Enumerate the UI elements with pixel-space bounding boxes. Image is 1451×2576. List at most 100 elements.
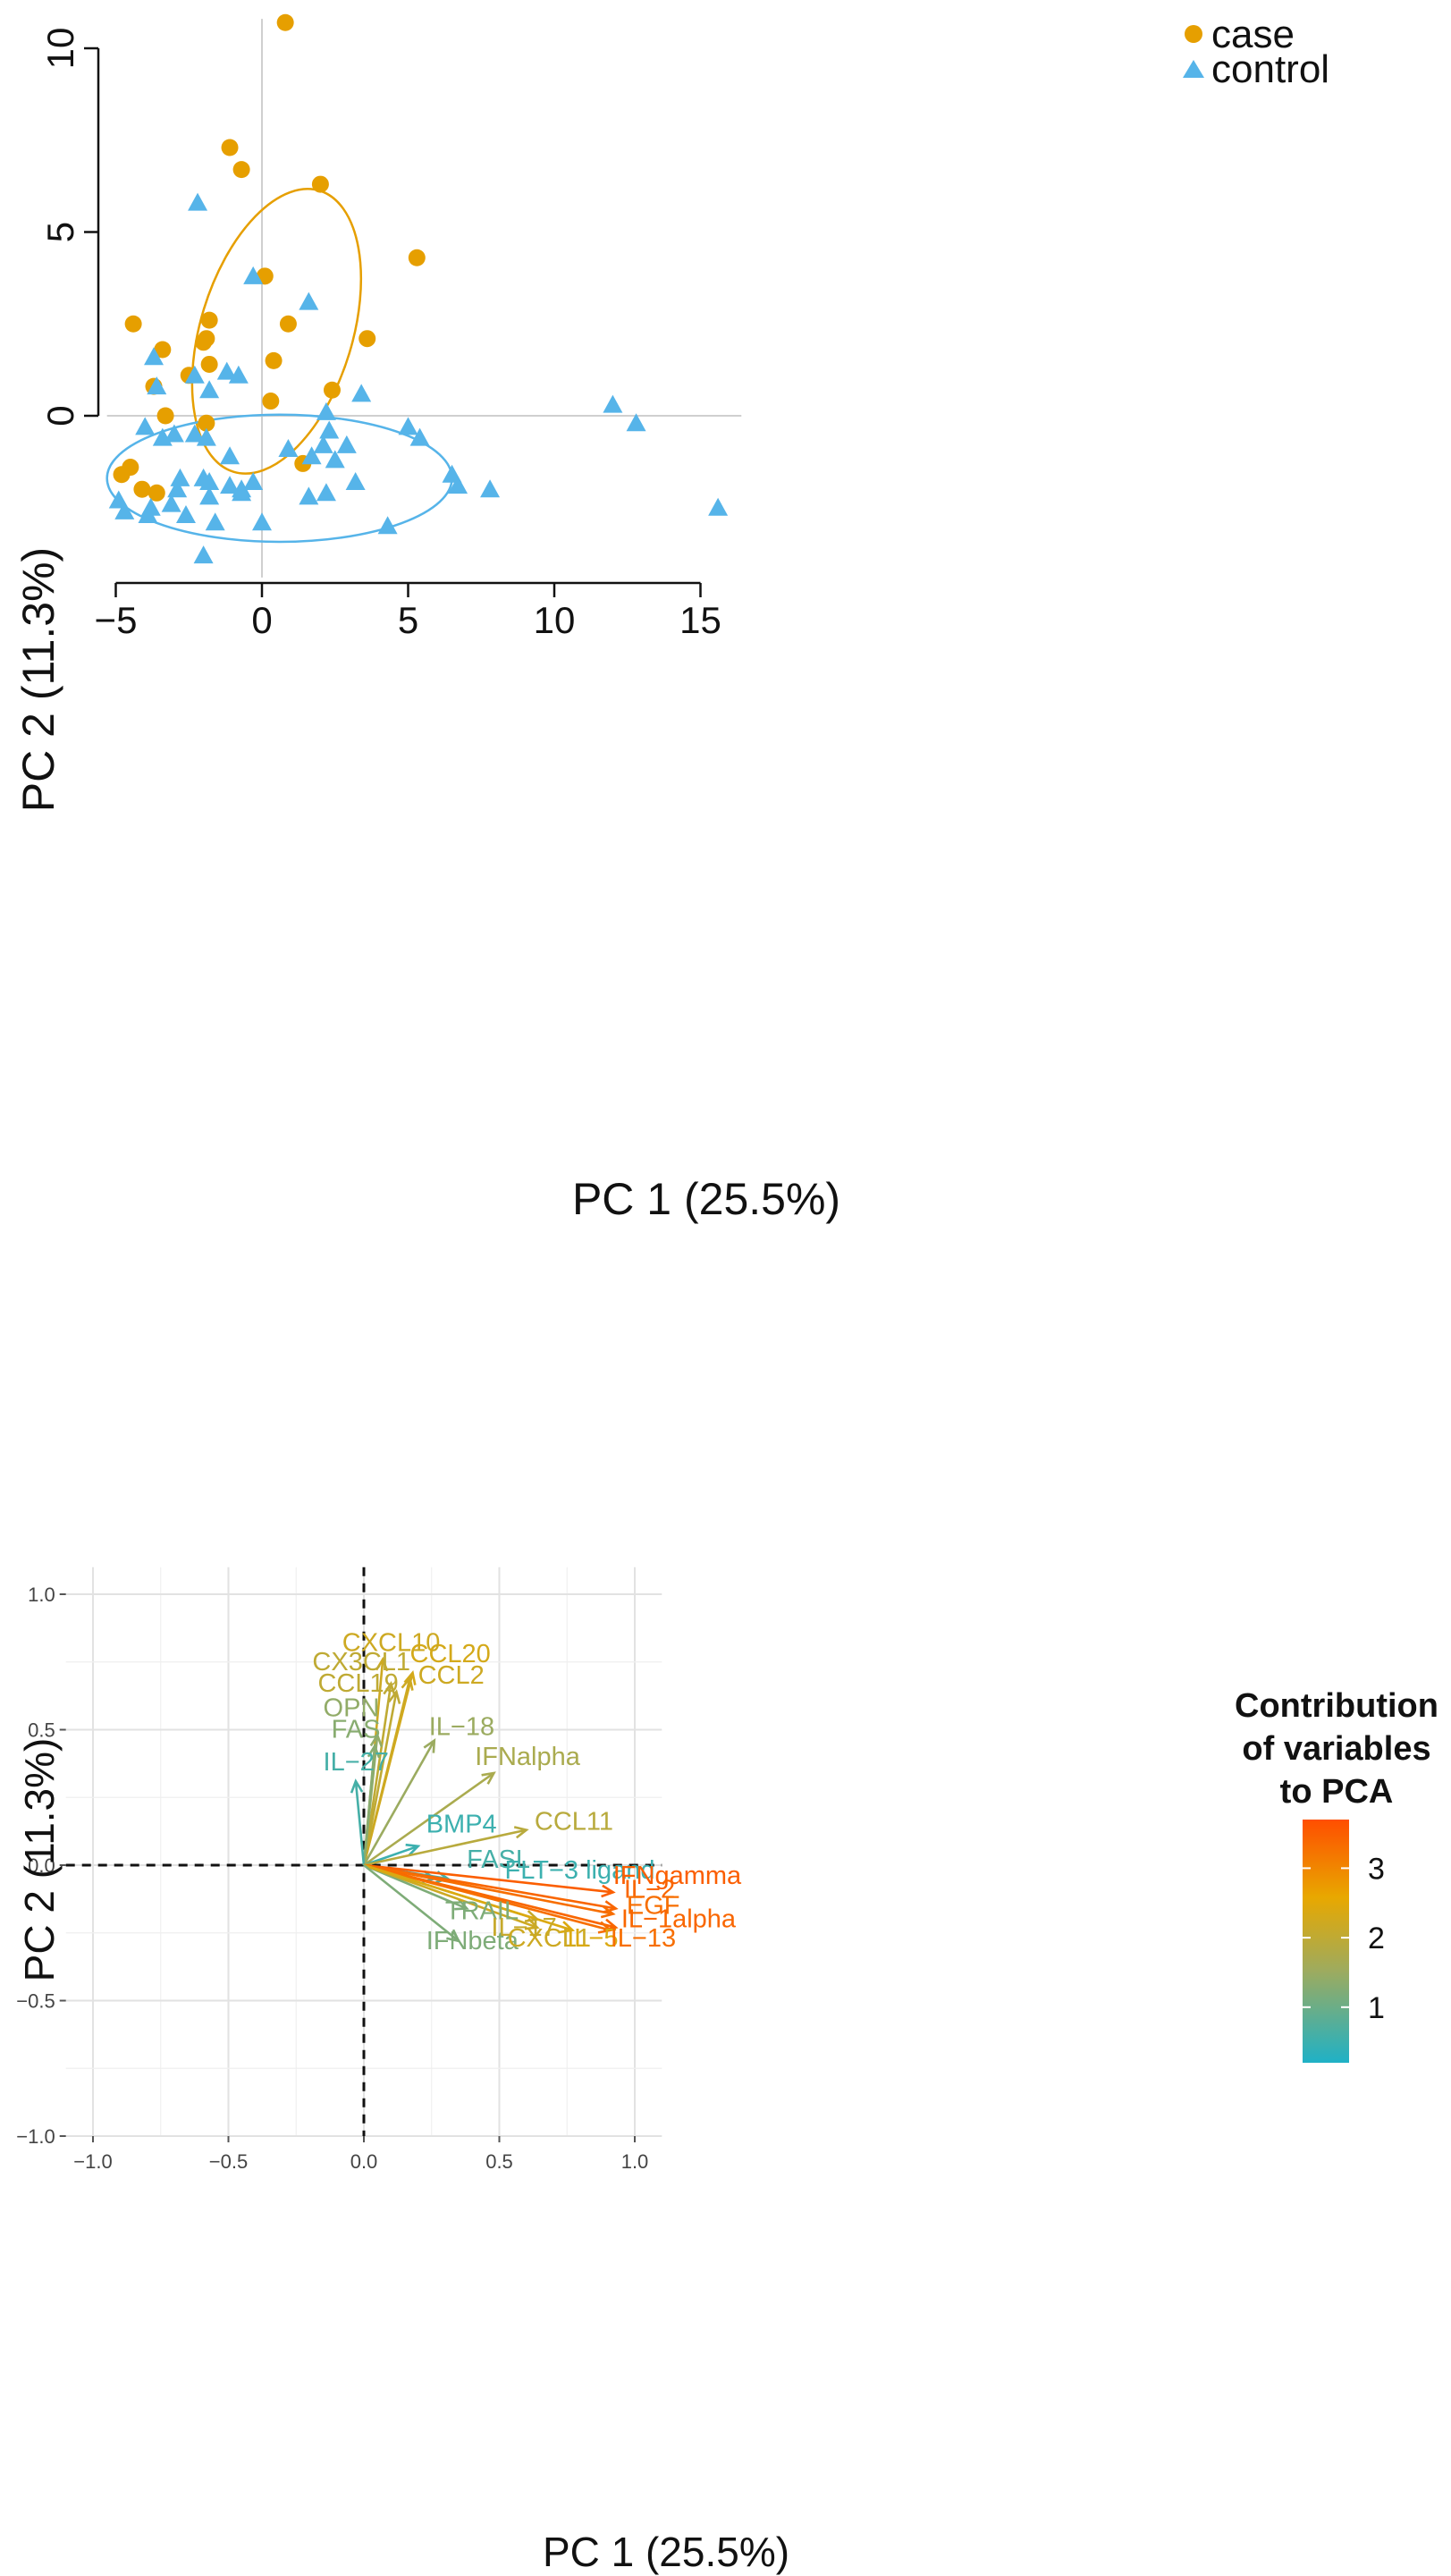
arrowhead-il-27 <box>350 1778 364 1794</box>
point-control <box>243 471 264 490</box>
arrowhead-cxcl1 <box>524 1917 540 1930</box>
legend-title-line-2: of variables <box>1242 1730 1430 1768</box>
arrow-ccl2 <box>362 1677 411 1866</box>
arrowhead-cxcl10 <box>375 1656 389 1672</box>
label-flt-3-ligand: FLT−3 ligand <box>505 1856 655 1885</box>
point-control <box>299 486 319 505</box>
arrow-il-5 <box>363 1863 573 1931</box>
x-tick-label: 5 <box>398 599 418 641</box>
point-control <box>626 413 646 432</box>
point-case <box>198 414 215 432</box>
y-tick-label: 10 <box>39 28 81 70</box>
arrowhead-il-5 <box>560 1921 576 1934</box>
point-control <box>243 266 264 284</box>
tick-labels: −5 0 5 10 15 0 5 10 <box>39 28 721 641</box>
point-control <box>278 438 299 457</box>
point-control <box>336 435 357 453</box>
arrow-il-13 <box>363 1863 612 1931</box>
label-opn: OPN <box>324 1693 380 1722</box>
ellipse-case <box>190 188 363 475</box>
arrowhead-ifnalpha <box>481 1771 496 1785</box>
point-control <box>188 192 208 211</box>
x-tick-label-2: 0.0 <box>350 2150 378 2173</box>
point-case <box>232 161 250 179</box>
point-control <box>199 486 220 505</box>
point-control <box>313 435 333 453</box>
y-tick-label-2: 0.5 <box>28 1719 55 1742</box>
point-control <box>299 291 319 310</box>
legend-label-control: control <box>1211 47 1329 91</box>
arrow-bmp4 <box>363 1845 419 1867</box>
arrowhead-ifngamma <box>601 1884 616 1898</box>
point-control <box>175 504 196 523</box>
label-cxcl10: CXCL10 <box>342 1629 441 1658</box>
label-egf: EGF <box>627 1892 680 1921</box>
point-case <box>200 355 218 373</box>
tick-labels: −1.0 −0.5 0.0 0.5 1.0 −1.0 −0.5 0.0 0.5 1.0 <box>16 1584 648 2173</box>
point-control <box>193 468 214 486</box>
arrow-ccl11 <box>363 1829 527 1867</box>
x-axis-title-2: PC 1 (25.5%) <box>543 2529 789 2575</box>
label-il-5: IL−5 <box>567 1924 618 1953</box>
point-case <box>276 13 294 31</box>
point-control <box>144 347 165 366</box>
point-case <box>265 351 283 369</box>
legend-title-line-3: to PCA <box>1280 1773 1394 1811</box>
scatter-points <box>108 13 729 564</box>
arrowhead-ccl20 <box>403 1669 417 1685</box>
point-control <box>220 446 240 465</box>
legend-marker-case <box>1185 25 1202 43</box>
arrow-il-27 <box>354 1780 366 1866</box>
point-case <box>200 311 218 329</box>
point-case <box>279 315 297 333</box>
point-case <box>133 480 151 498</box>
point-control <box>199 380 220 399</box>
point-control <box>147 376 167 395</box>
y-tick-label: 0 <box>39 405 81 426</box>
label-cxcl1: CXCL1 <box>508 1924 592 1953</box>
arrowhead-il-18 <box>423 1738 436 1753</box>
arrow-ccl19 <box>362 1691 398 1866</box>
point-case <box>323 381 341 399</box>
point-control <box>409 427 430 446</box>
label-ccl20: CCL20 <box>410 1640 491 1668</box>
point-control <box>319 420 340 439</box>
arrow-cxcl1 <box>363 1863 538 1929</box>
y-tick-label-2: −1.0 <box>16 2125 55 2148</box>
variable-arrows <box>350 1656 619 1943</box>
label-il-17: IL−17 <box>491 1913 556 1942</box>
point-control <box>220 476 240 494</box>
legend-marker-control <box>1183 60 1204 78</box>
x-tick-label-2: −0.5 <box>209 2150 248 2173</box>
point-control <box>216 361 237 380</box>
point-case <box>408 249 426 266</box>
y-axis-title-2: PC 2 (11.3%) <box>16 1738 63 1982</box>
pca-scatter-panel: −5 0 5 10 15 0 5 10 PC 1 (25.5%) PC 2 (11.3%) c… <box>13 13 1329 1224</box>
arrowhead-ccl11 <box>513 1826 529 1839</box>
point-control <box>480 479 501 498</box>
colorbar-ticks: 3 2 1 <box>1303 1852 1385 2025</box>
label-il-27: IL−27 <box>324 1748 389 1777</box>
point-case <box>148 484 165 502</box>
x-tick-label-2: 0.5 <box>485 2150 513 2173</box>
arrowhead-ccl2 <box>401 1676 414 1691</box>
point-control <box>135 417 156 435</box>
label-trail: TRAIL <box>445 1897 519 1926</box>
point-control <box>398 417 418 435</box>
arrowhead-egf <box>600 1905 616 1919</box>
arrowhead-trail <box>454 1898 469 1911</box>
point-case <box>311 175 329 193</box>
point-case <box>156 407 174 425</box>
arrowhead-fas <box>367 1743 381 1759</box>
label-ccl2: CCL2 <box>418 1661 485 1690</box>
point-case <box>113 466 131 484</box>
point-control <box>205 512 225 531</box>
arrow-ifnalpha <box>363 1771 495 1867</box>
point-control <box>196 427 216 446</box>
colorbar-tick-label: 2 <box>1368 1921 1385 1955</box>
arrowhead-ifnbeta <box>446 1929 461 1943</box>
y-axis-title: PC 2 (11.3%) <box>13 547 63 812</box>
